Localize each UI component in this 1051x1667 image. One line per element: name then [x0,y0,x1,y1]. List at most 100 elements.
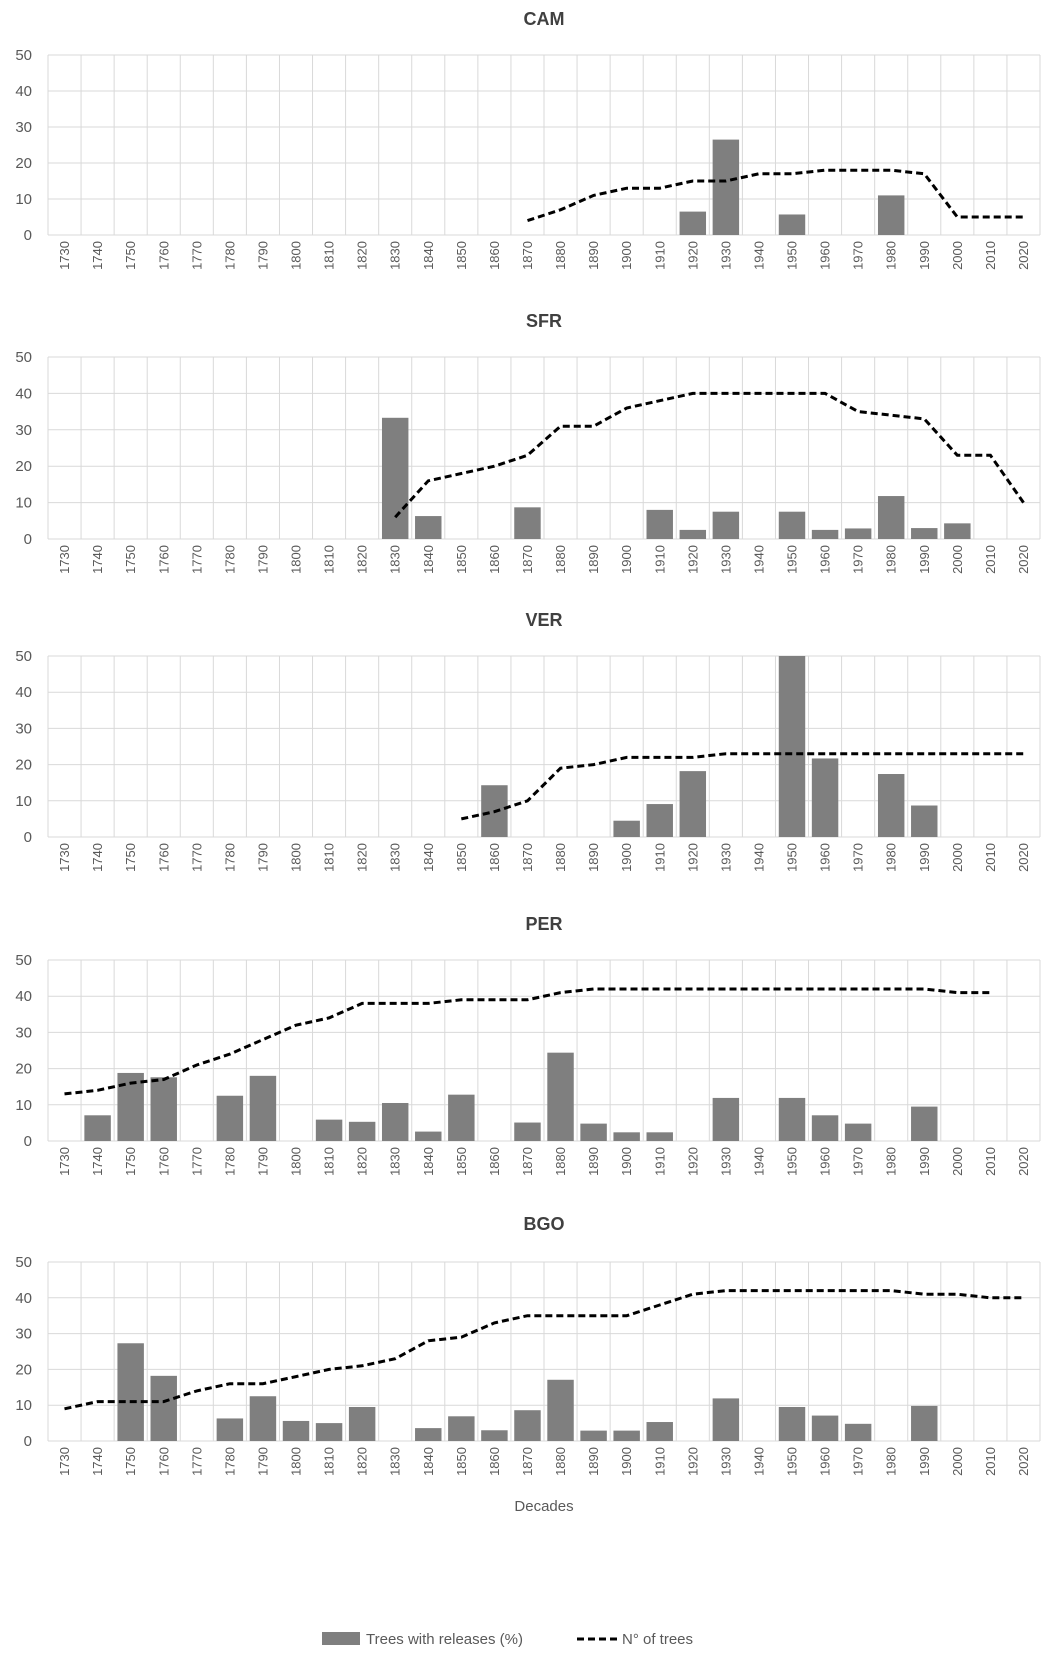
bar [911,805,938,837]
bar [216,1418,244,1441]
x-tick-label: 1760 [156,241,171,270]
x-tick-label: 1740 [90,545,105,574]
x-tick-label: 1780 [222,545,237,574]
x-tick-label: 1730 [57,1147,72,1176]
x-tick-label: 1830 [388,843,403,872]
x-tick-label: 1850 [454,1447,469,1476]
x-tick-label: 1910 [652,545,667,574]
x-tick-label: 1860 [487,241,502,270]
bar [315,1119,343,1141]
y-tick-label: 0 [24,227,32,244]
bar [778,656,806,837]
bar [315,1423,343,1441]
bar [877,195,905,235]
y-tick-label: 10 [15,1097,32,1114]
bar [911,1106,938,1141]
bar [778,214,806,235]
y-tick-label: 20 [15,1361,32,1378]
x-tick-label: 1810 [322,241,337,270]
chart-title: CAM [524,9,565,29]
x-tick-label: 1760 [156,1147,171,1176]
x-tick-label: 1990 [917,241,932,270]
x-tick-label: 2010 [983,1147,998,1176]
x-tick-label: 1860 [487,1447,502,1476]
x-tick-label: 1880 [553,1447,568,1476]
bar [811,1415,839,1441]
x-tick-label: 1900 [619,1447,634,1476]
y-tick-label: 40 [15,83,32,100]
x-tick-label: 1990 [917,843,932,872]
x-tick-label: 1820 [355,545,370,574]
x-tick-label: 1990 [917,1447,932,1476]
bar [84,1115,111,1141]
bar [448,1094,475,1141]
x-tick-label: 1920 [685,1147,700,1176]
x-tick-label: 1840 [421,1447,436,1476]
y-tick-label: 30 [15,1326,32,1343]
bar [778,1406,806,1441]
x-tick-label: 2010 [983,241,998,270]
y-tick-label: 10 [15,1397,32,1414]
bar [646,509,673,539]
x-tick-label: 1880 [553,241,568,270]
y-tick-label: 0 [24,1433,32,1450]
x-tick-label: 1830 [388,545,403,574]
bar [712,1097,740,1141]
x-tick-label: 1780 [222,1447,237,1476]
x-tick-label: 1970 [851,1447,866,1476]
bar [514,1122,541,1141]
bar [547,1379,574,1441]
bar [811,1115,839,1141]
x-tick-label: 1930 [718,1447,733,1476]
y-tick-label: 50 [15,952,32,969]
y-tick-label: 50 [15,47,32,64]
x-tick-label: 1950 [785,1447,800,1476]
chart-title: VER [525,610,562,630]
x-tick-label: 1910 [652,1447,667,1476]
x-tick-label: 1730 [57,1447,72,1476]
x-tick-label: 2000 [950,241,965,270]
bar [944,523,971,539]
y-tick-label: 0 [24,531,32,548]
chart-title: PER [525,914,562,934]
y-tick-label: 30 [15,119,32,136]
y-tick-label: 50 [15,1254,32,1271]
x-tick-label: 1970 [851,843,866,872]
bar [911,1405,938,1441]
x-tick-label: 1790 [255,1447,270,1476]
x-tick-label: 1910 [652,241,667,270]
x-tick-label: 1980 [884,1447,899,1476]
x-tick-label: 1740 [90,1147,105,1176]
x-tick-label: 1930 [718,545,733,574]
x-tick-label: 1750 [123,1447,138,1476]
bar [514,507,541,539]
x-tick-label: 1950 [785,1147,800,1176]
bar [580,1123,607,1141]
x-tick-label: 2020 [1016,241,1031,270]
x-tick-label: 1810 [322,1147,337,1176]
x-tick-label: 1800 [289,843,304,872]
bar [877,496,905,539]
x-tick-label: 1840 [421,843,436,872]
y-tick-label: 20 [15,757,32,774]
x-tick-label: 1950 [785,843,800,872]
x-tick-label: 1850 [454,843,469,872]
x-tick-label: 1750 [123,843,138,872]
x-tick-label: 1970 [851,545,866,574]
x-tick-label: 1790 [255,545,270,574]
x-tick-label: 2000 [950,843,965,872]
y-tick-label: 30 [15,1024,32,1041]
y-tick-label: 20 [15,458,32,475]
x-tick-label: 1750 [123,1147,138,1176]
y-tick-label: 20 [15,155,32,172]
legend-bar-swatch [322,1632,360,1645]
bar [646,1132,673,1141]
bar [712,511,740,539]
x-tick-label: 1780 [222,843,237,872]
x-tick-label: 1880 [553,1147,568,1176]
y-tick-label: 10 [15,793,32,810]
x-tick-label: 1810 [322,1447,337,1476]
bar [646,804,673,837]
